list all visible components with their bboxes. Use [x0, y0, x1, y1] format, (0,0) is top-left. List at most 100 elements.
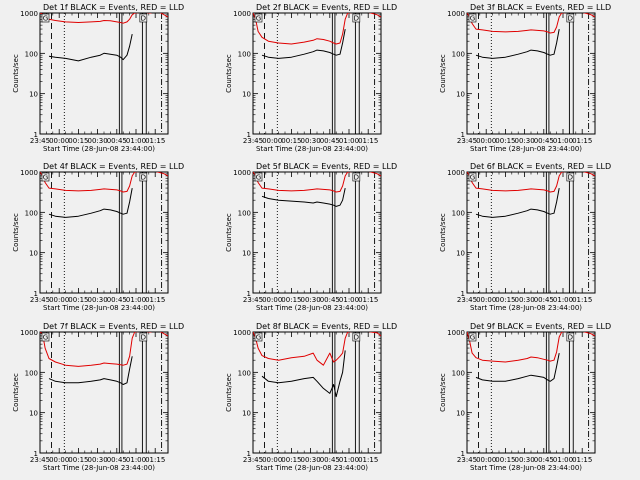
chart-panel: Det 8f BLACK = Events, RED = LLD 1 10 100 10… [225, 322, 397, 472]
x-tick-label: 00:30 [515, 456, 535, 464]
chart-panel: Det 3f BLACK = Events, RED = LLD 1 10 100 10… [439, 3, 611, 153]
y-tick-label: 1000 [20, 329, 38, 337]
y-tick-label: 100 [238, 50, 251, 58]
y-tick-label: 10 [29, 91, 38, 99]
y-tick-label: 1000 [233, 169, 251, 177]
x-tick-label: 00:30 [515, 137, 535, 145]
plot-frame [39, 171, 169, 294]
x-tick-label: 00:30 [88, 456, 108, 464]
x-tick-label: 00:00 [49, 137, 69, 145]
corner-flag-box [139, 13, 148, 23]
y-tick-label: 1 [34, 131, 38, 139]
lld-series-line [253, 172, 381, 193]
x-tick-label: 00:00 [49, 296, 69, 304]
lld-series-line [467, 332, 595, 363]
y-tick-label: 10 [242, 410, 251, 418]
y-tick-label: 100 [25, 369, 38, 377]
x-tick-label: 01:00 [553, 137, 573, 145]
corner-flag-box [468, 332, 477, 342]
y-tick-label: 1000 [233, 10, 251, 18]
corner-flag-box [41, 172, 50, 182]
y-tick-label: 1 [34, 290, 38, 298]
x-tick-label: 01:15 [145, 296, 165, 304]
x-tick-label: 00:00 [262, 456, 282, 464]
corner-flag-box [139, 332, 148, 342]
x-tick-label: 00:00 [262, 137, 282, 145]
chart-title: Det 5f BLACK = Events, RED = LLD [256, 162, 397, 171]
chart-title: Det 9f BLACK = Events, RED = LLD [470, 322, 611, 331]
corner-flag-label: D [141, 15, 146, 23]
x-tick-label: 00:15 [495, 137, 515, 145]
corner-flag-box [254, 13, 263, 23]
x-tick-label: 01:00 [339, 137, 359, 145]
x-axis-label: Start Time (28-Jun-08 23:44:00) [256, 145, 368, 153]
plot-frame [252, 171, 382, 294]
x-tick-label: 23:45 [30, 137, 50, 145]
x-tick-label: 00:15 [281, 137, 301, 145]
y-tick-label: 1 [461, 290, 465, 298]
corner-flag-label: G [256, 334, 261, 342]
chart-panel: Det 9f BLACK = Events, RED = LLD 1 10 100 10… [439, 322, 611, 472]
plot-frame [466, 12, 596, 135]
y-tick-label: 10 [456, 410, 465, 418]
corner-flag-box [352, 332, 361, 342]
y-axis-label: Counts/sec [225, 54, 233, 93]
corner-flag-box [254, 332, 263, 342]
x-axis-label: Start Time (28-Jun-08 23:44:00) [470, 464, 582, 472]
x-tick-label: 01:00 [126, 137, 146, 145]
chart-title: Det 2f BLACK = Events, RED = LLD [256, 3, 397, 12]
chart-panel: Det 6f BLACK = Events, RED = LLD 1 10 100 10… [439, 162, 611, 312]
x-tick-label: 00:15 [281, 296, 301, 304]
x-tick-label: 01:15 [145, 137, 165, 145]
corner-flag-box [566, 13, 575, 23]
y-tick-label: 10 [456, 91, 465, 99]
y-tick-label: 100 [25, 50, 38, 58]
y-tick-label: 10 [29, 250, 38, 258]
x-tick-label: 01:15 [572, 456, 592, 464]
x-tick-label: 23:45 [30, 456, 50, 464]
plot-area [40, 172, 168, 293]
y-tick-label: 1 [247, 131, 251, 139]
events-series-line [261, 187, 346, 207]
lld-series-line [40, 172, 168, 193]
chart-title: Det 8f BLACK = Events, RED = LLD [256, 322, 397, 331]
plot-area [467, 172, 595, 293]
x-tick-label: 00:15 [495, 296, 515, 304]
x-tick-label: 00:15 [68, 137, 88, 145]
x-tick-label: 01:00 [553, 456, 573, 464]
x-tick-label: 01:00 [126, 296, 146, 304]
plot-frame [252, 12, 382, 135]
x-tick-label: 00:30 [301, 456, 321, 464]
corner-flag-box [566, 332, 575, 342]
chart-panel: Det 2f BLACK = Events, RED = LLD 1 10 100 10… [225, 3, 397, 153]
y-tick-label: 1000 [20, 169, 38, 177]
corner-flag-label: G [256, 174, 261, 182]
x-tick-label: 00:45 [320, 296, 340, 304]
y-axis-label: Counts/sec [225, 373, 233, 412]
x-axis-label: Start Time (28-Jun-08 23:44:00) [470, 145, 582, 153]
corner-flag-box [41, 332, 50, 342]
x-tick-label: 00:15 [495, 456, 515, 464]
plot-frame [39, 331, 169, 454]
plot-area [253, 172, 381, 293]
chart-panel: Det 7f BLACK = Events, RED = LLD 1 10 100 10… [12, 322, 184, 472]
x-tick-label: 01:15 [572, 296, 592, 304]
y-tick-label: 10 [242, 250, 251, 258]
corner-flag-box [468, 172, 477, 182]
corner-flag-label: D [568, 174, 573, 182]
corner-flag-label: G [470, 334, 475, 342]
corner-flag-label: G [470, 15, 475, 23]
corner-flag-box [566, 172, 575, 182]
corner-flag-box [352, 13, 361, 23]
lld-series-line [467, 13, 595, 34]
chart-title: Det 1f BLACK = Events, RED = LLD [43, 3, 184, 12]
y-tick-label: 100 [452, 209, 465, 217]
plot-frame [252, 331, 382, 454]
x-tick-label: 00:15 [281, 456, 301, 464]
y-tick-label: 10 [29, 410, 38, 418]
y-tick-label: 100 [452, 50, 465, 58]
y-tick-label: 1 [461, 131, 465, 139]
lld-series-line [253, 13, 381, 45]
x-tick-label: 00:45 [107, 137, 127, 145]
x-tick-label: 00:00 [476, 456, 496, 464]
